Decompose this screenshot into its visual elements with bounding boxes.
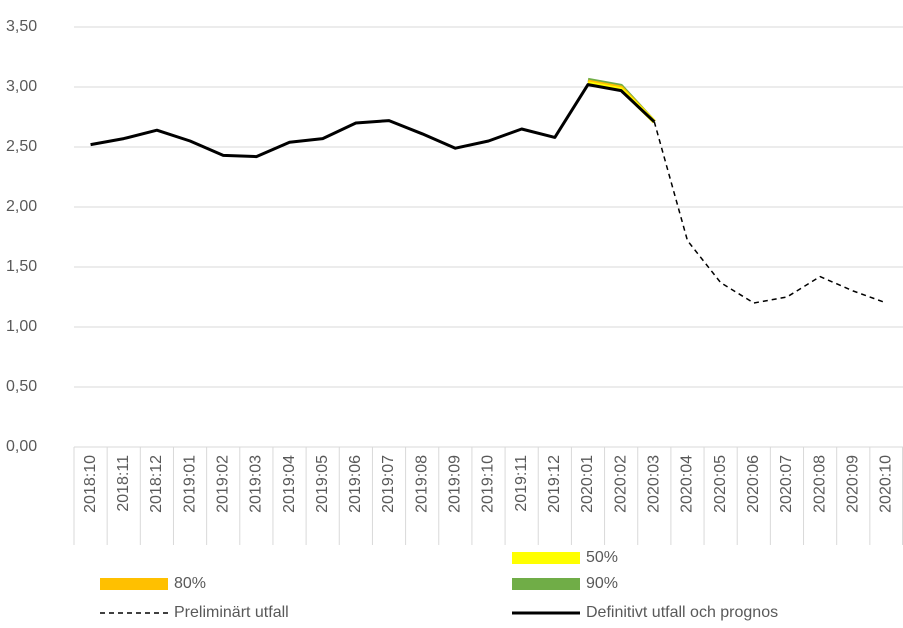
y-tick-label: 3,00 [6, 78, 37, 95]
y-tick-label: 1,00 [6, 318, 37, 335]
y-tick-label: 2,50 [6, 138, 37, 155]
y-tick-label: 0,00 [6, 438, 37, 455]
y-tick-label: 3,50 [6, 18, 37, 35]
y-tick-label: 1,50 [6, 258, 37, 275]
x-tick-label: 2019:01 [181, 455, 198, 513]
y-tick-label: 0,50 [6, 378, 37, 395]
legend-label: Definitivt utfall och prognos [586, 604, 778, 621]
x-tick-label: 2020:08 [811, 455, 828, 513]
x-tick-label: 2020:02 [612, 455, 629, 513]
x-tick-label: 2019:06 [347, 455, 364, 513]
x-tick-label: 2020:07 [778, 455, 795, 513]
x-tick-label: 2019:04 [281, 455, 298, 513]
x-tick-label: 2019:08 [413, 455, 430, 513]
x-tick-label: 2020:03 [646, 455, 663, 513]
x-tick-label: 2018:11 [115, 455, 132, 512]
legend-swatch [512, 552, 580, 564]
legend-label: 50% [586, 549, 618, 566]
x-tick-label: 2019:10 [480, 455, 497, 513]
x-tick-label: 2020:05 [712, 455, 729, 513]
x-tick-label: 2019:03 [248, 455, 265, 513]
legend-swatch [100, 578, 168, 590]
series-line [653, 121, 887, 304]
legend-label: 90% [586, 575, 618, 592]
x-tick-label: 2018:10 [82, 455, 99, 513]
x-tick-label: 2020:10 [878, 455, 895, 513]
x-tick-label: 2018:12 [148, 455, 165, 513]
x-tick-label: 2019:11 [513, 455, 530, 512]
x-tick-label: 2019:05 [314, 455, 331, 513]
series-line [90, 83, 656, 159]
legend-label: 80% [174, 575, 206, 592]
x-tick-label: 2020:04 [679, 455, 696, 513]
x-tick-label: 2019:12 [546, 455, 563, 513]
x-tick-label: 2020:06 [745, 455, 762, 513]
x-tick-label: 2019:09 [447, 455, 464, 513]
x-tick-label: 2019:07 [380, 455, 397, 513]
x-tick-label: 2020:01 [579, 455, 596, 513]
x-tick-label: 2019:02 [214, 455, 231, 513]
legend-swatch [512, 578, 580, 590]
y-tick-label: 2,00 [6, 198, 37, 215]
legend-label: Preliminärt utfall [174, 604, 289, 621]
x-tick-label: 2020:09 [844, 455, 861, 513]
